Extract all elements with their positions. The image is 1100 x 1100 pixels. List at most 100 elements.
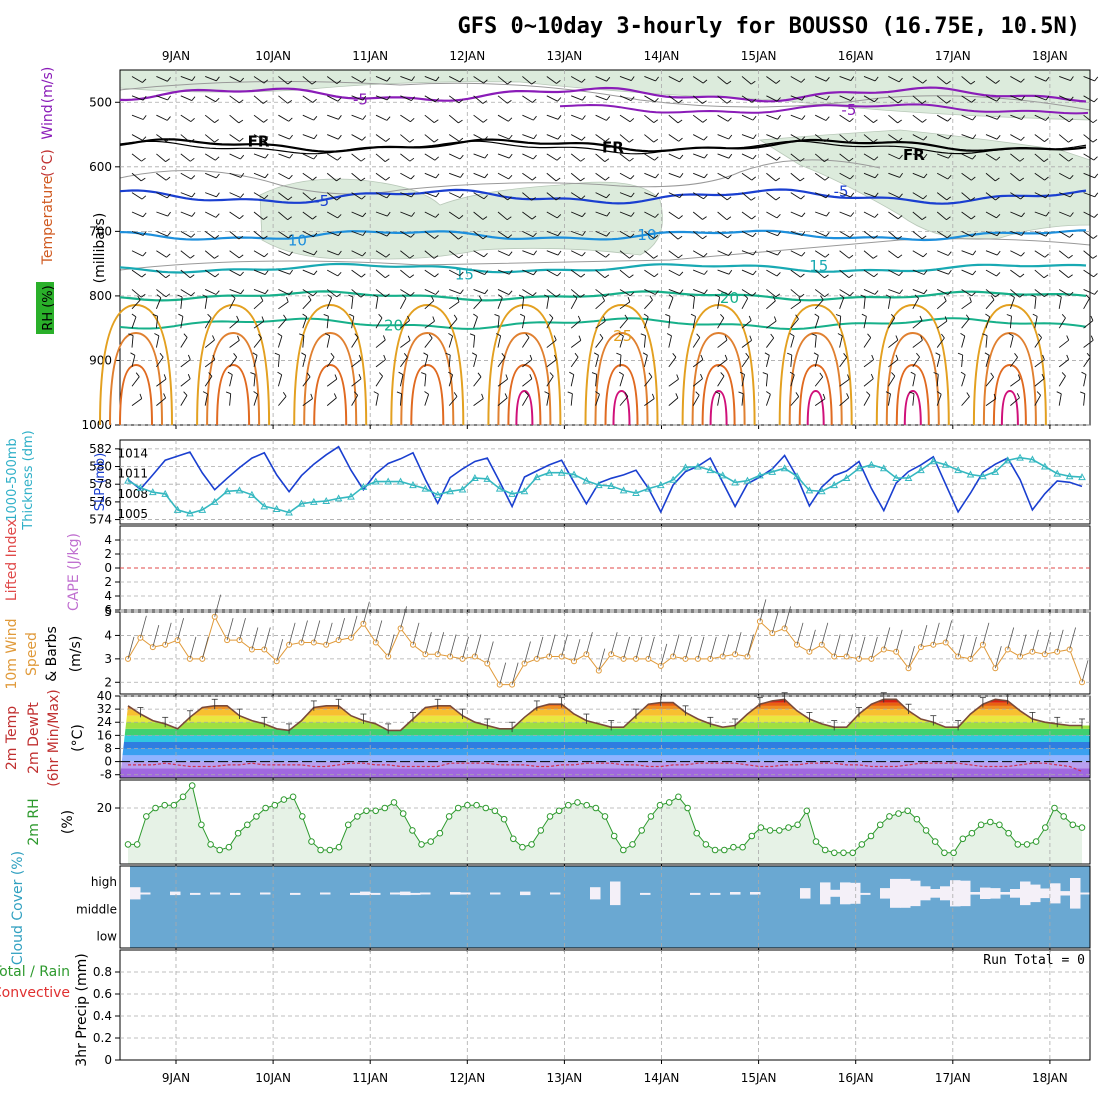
high-cloud-bar	[940, 886, 951, 901]
wind-barb-flag	[1085, 294, 1090, 299]
rh-contour	[119, 159, 881, 195]
wind-barb-flag	[187, 374, 191, 379]
wind-barb	[351, 211, 363, 218]
wind-barb	[156, 192, 168, 199]
wind-barb-flag	[601, 296, 606, 302]
y-tick-label: 20	[97, 801, 112, 815]
surface-isotherm	[303, 331, 358, 426]
wind-barb	[790, 301, 801, 310]
wind-barb-flag	[630, 212, 635, 217]
dewpt2m-axis-label: 2m DewPt	[26, 702, 42, 774]
wind-barb	[668, 378, 679, 387]
wind-barb-flag	[353, 391, 359, 396]
wind-barb-flag	[624, 392, 629, 397]
surface-isotherm	[972, 303, 1047, 426]
thickness-point	[966, 470, 975, 478]
wind-barb-flag	[1045, 76, 1050, 82]
wind-barb	[375, 172, 387, 181]
wind-barb-flag	[239, 77, 245, 83]
wind-barb-flag	[1068, 139, 1073, 143]
rh-point	[565, 801, 572, 809]
temp-band	[120, 728, 1090, 736]
thickness-point	[879, 464, 888, 472]
wind-barb-flag	[1042, 354, 1045, 360]
wind-barb	[571, 211, 583, 218]
thickness-point	[272, 504, 281, 512]
high-cloud-bar	[370, 892, 381, 895]
wind-barb	[570, 374, 575, 387]
wind-barb	[887, 296, 891, 309]
wind-barb-flag	[225, 391, 231, 395]
wind-barb	[546, 317, 554, 329]
wind-barb-flag	[398, 371, 404, 375]
wind-barb	[692, 114, 704, 123]
wind-barb	[912, 374, 916, 387]
wind-barb-flag	[323, 313, 329, 317]
wind-barb-flag	[556, 293, 561, 298]
surface-wind-barb	[548, 634, 556, 657]
high-cloud-bar	[830, 889, 841, 897]
wind-barb-flag	[839, 294, 845, 298]
wind-barb-flag	[385, 293, 390, 298]
surface-isotherm	[806, 389, 825, 426]
wind-barb	[936, 172, 949, 180]
wind-barb	[790, 95, 803, 101]
wind-barb-flag	[914, 294, 919, 299]
wind-barb-flag	[616, 352, 622, 356]
wind-barb-flag	[263, 119, 268, 123]
wind-barb	[1034, 394, 1041, 406]
wind-speed-point	[509, 681, 516, 688]
wind-barb-flag	[501, 353, 506, 358]
wind-barb	[1034, 250, 1046, 258]
wind-barb	[668, 289, 681, 295]
wind-barb	[1058, 289, 1070, 296]
rh-point	[170, 801, 178, 809]
wind-barb-flag	[1044, 293, 1049, 298]
wind-barb	[985, 134, 998, 140]
wind-barb-flag	[142, 78, 147, 83]
wind-barb-flag	[1094, 173, 1099, 179]
wind-barb-flag	[434, 235, 439, 239]
wind-barb	[1058, 230, 1070, 238]
wind-barb-flag	[338, 250, 342, 256]
wind-barb-flag	[325, 333, 330, 337]
thickness-point	[830, 481, 839, 489]
wind-barb-flag	[473, 313, 478, 318]
wind-barb	[449, 172, 461, 178]
surface-isotherm	[584, 303, 659, 426]
surface-isotherm	[788, 331, 843, 426]
thickness-point	[483, 474, 492, 482]
wind-barb	[888, 134, 899, 142]
wind-barb-flag	[216, 76, 220, 82]
wind10m-unit-label: (m/s)	[68, 636, 84, 673]
wind-barb	[424, 337, 433, 348]
wind-barb-flag	[313, 232, 318, 238]
wind-barb	[278, 76, 289, 85]
wind-barb-flag	[212, 335, 215, 341]
isotherm-label: 20	[720, 289, 739, 307]
wind-barb-flag	[532, 292, 537, 297]
wind-barb	[839, 297, 845, 309]
wind-barb	[936, 211, 947, 221]
wind-barb-flag	[703, 195, 708, 200]
slp-tick-label: 1014	[117, 446, 148, 460]
wind-barb	[302, 230, 314, 238]
wind-barb	[180, 211, 193, 217]
wind-barb-flag	[458, 99, 464, 104]
y-tick-label: 0.2	[93, 1031, 112, 1045]
wind-barb	[253, 211, 264, 220]
thickness-point	[917, 466, 925, 474]
cloud-level-label: middle	[76, 902, 117, 916]
surface-wind-barb	[1007, 627, 1015, 650]
wind-barb	[619, 301, 631, 310]
isotherm-label: -5	[841, 101, 856, 119]
wind-barb-flag	[362, 115, 367, 120]
rh-point	[922, 827, 930, 834]
wind-barb	[839, 76, 852, 82]
wind-barb-flag	[581, 252, 586, 257]
wind-barb	[839, 172, 851, 180]
isotherm-line	[119, 140, 1087, 155]
rh-point	[867, 832, 875, 840]
high-cloud-bar	[360, 891, 371, 896]
wind-barb-flag	[187, 354, 191, 360]
